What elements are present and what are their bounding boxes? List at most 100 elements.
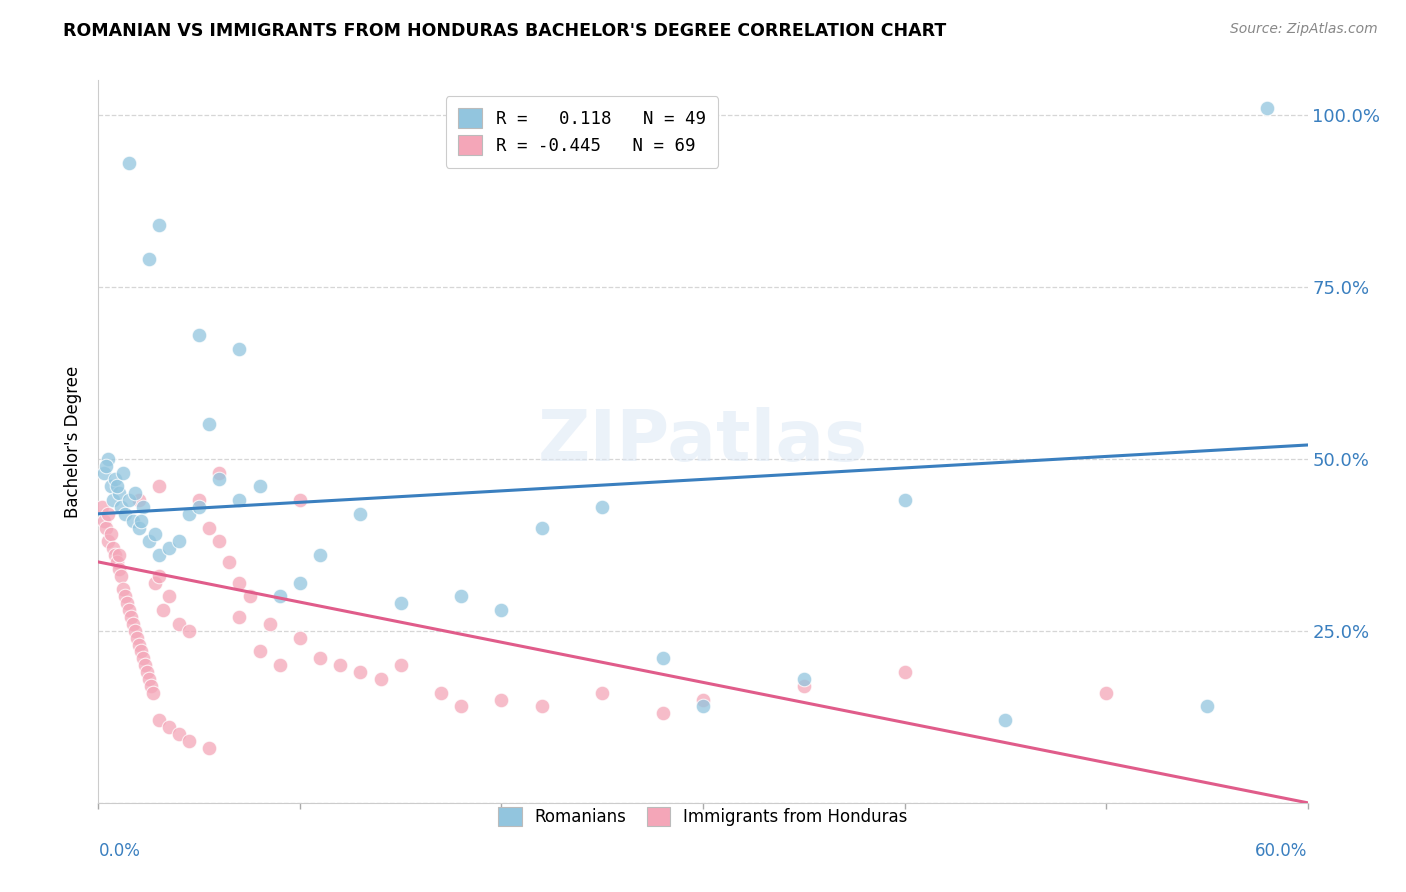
Point [249, 479, 271, 493]
Point [208, 534, 231, 549]
Point [103, 472, 125, 486]
Point [1256, 101, 1278, 115]
Point [107, 562, 129, 576]
Point [530, 699, 553, 714]
Point [218, 555, 240, 569]
Point [93, 514, 115, 528]
Point [249, 644, 271, 658]
Point [450, 590, 472, 604]
Text: 60.0%: 60.0% [1256, 842, 1308, 860]
Point [167, 534, 190, 549]
Point [349, 665, 371, 679]
Point [115, 596, 138, 610]
Point [128, 493, 150, 508]
Point [142, 686, 165, 700]
Point [157, 541, 180, 556]
Point [118, 493, 141, 508]
Point [143, 527, 166, 541]
Point [96, 520, 118, 534]
Point [530, 520, 553, 534]
Point [288, 493, 311, 508]
Point [389, 596, 412, 610]
Point [107, 548, 129, 562]
Point [208, 466, 231, 480]
Point [450, 699, 472, 714]
Point [651, 706, 673, 721]
Point [893, 493, 915, 508]
Point [148, 568, 170, 582]
Point [138, 672, 160, 686]
Text: ROMANIAN VS IMMIGRANTS FROM HONDURAS BACHELOR'S DEGREE CORRELATION CHART: ROMANIAN VS IMMIGRANTS FROM HONDURAS BAC… [63, 22, 946, 40]
Point [148, 218, 170, 232]
Point [167, 727, 190, 741]
Point [309, 548, 332, 562]
Point [188, 327, 211, 342]
Point [107, 486, 129, 500]
Point [97, 451, 120, 466]
Point [148, 713, 170, 727]
Point [157, 590, 180, 604]
Text: Source: ZipAtlas.com: Source: ZipAtlas.com [1230, 22, 1378, 37]
Point [239, 590, 262, 604]
Point [148, 479, 170, 493]
Point [1095, 686, 1118, 700]
Point [167, 616, 190, 631]
Point [124, 624, 146, 638]
Point [692, 692, 714, 706]
Point [132, 651, 155, 665]
Point [152, 603, 174, 617]
Point [91, 500, 114, 514]
Point [1195, 699, 1218, 714]
Point [125, 631, 148, 645]
Point [110, 568, 132, 582]
Point [101, 541, 124, 556]
Point [128, 638, 150, 652]
Point [129, 514, 152, 528]
Point [110, 500, 132, 514]
Point [692, 699, 714, 714]
Point [228, 610, 250, 624]
Point [124, 486, 146, 500]
Point [100, 527, 122, 541]
Point [138, 534, 160, 549]
Point [430, 686, 453, 700]
Legend: Romanians, Immigrants from Honduras: Romanians, Immigrants from Honduras [489, 798, 917, 834]
Point [370, 672, 392, 686]
Point [188, 493, 211, 508]
Point [198, 740, 221, 755]
Point [591, 686, 613, 700]
Point [128, 520, 150, 534]
Point [114, 507, 136, 521]
Point [96, 458, 118, 473]
Point [105, 479, 128, 493]
Point [101, 493, 124, 508]
Point [793, 679, 815, 693]
Point [111, 582, 134, 597]
Point [491, 603, 513, 617]
Point [793, 672, 815, 686]
Point [148, 548, 170, 562]
Point [259, 616, 281, 631]
Point [93, 466, 115, 480]
Point [118, 603, 141, 617]
Point [97, 534, 120, 549]
Point [121, 514, 143, 528]
Point [288, 575, 311, 590]
Point [179, 507, 201, 521]
Point [228, 575, 250, 590]
Point [491, 692, 513, 706]
Point [208, 472, 231, 486]
Point [105, 555, 128, 569]
Point [228, 342, 250, 356]
Point [120, 610, 142, 624]
Point [288, 631, 311, 645]
Point [198, 417, 221, 432]
Point [179, 624, 201, 638]
Point [893, 665, 915, 679]
Point [329, 658, 352, 673]
Point [135, 665, 157, 679]
Text: ZIPatlas: ZIPatlas [538, 407, 868, 476]
Point [139, 679, 162, 693]
Y-axis label: Bachelor's Degree: Bachelor's Degree [65, 366, 83, 517]
Point [103, 548, 125, 562]
